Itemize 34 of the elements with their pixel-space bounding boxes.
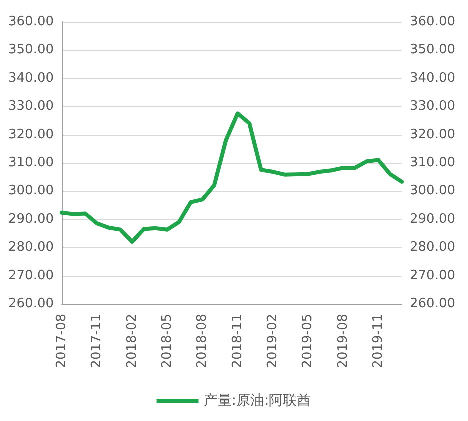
x-tick-label: 2018-11 (230, 314, 246, 368)
y2-tick-label: 350.00 (410, 42, 456, 58)
x-tick-label: 2019-05 (300, 314, 316, 368)
line-series (60, 112, 404, 244)
x-tick-label: 2017-08 (54, 314, 70, 368)
y-tick-label: 300.00 (8, 184, 54, 199)
y2-tick-label: 290.00 (410, 212, 456, 227)
y2-tick-label: 320.00 (410, 127, 456, 142)
y2-tick-label: 330.00 (410, 99, 456, 114)
x-tick-label: 2019-08 (336, 314, 351, 368)
x-tick-label: 2019-11 (371, 314, 386, 368)
legend-label: 产量:原油:阿联酋 (204, 393, 312, 409)
y-tick-label: 260.00 (8, 296, 54, 312)
y2-tick-label: 270.00 (410, 268, 456, 284)
y2-tick-label: 340.00 (410, 70, 456, 86)
y-tick-label: 360.00 (8, 14, 54, 30)
y-tick-label: 270.00 (8, 268, 54, 284)
x-tick-label: 2017-11 (90, 314, 105, 368)
y2-tick-label: 260.00 (410, 296, 456, 312)
y-tick-label: 340.00 (8, 70, 54, 86)
x-tick-label: 2018-05 (160, 314, 176, 368)
y2-tick-label: 310.00 (410, 156, 456, 170)
y-tick-label: 290.00 (8, 212, 54, 227)
x-tick-label: 2018-08 (195, 314, 210, 368)
y-tick-label: 350.00 (8, 42, 54, 58)
y2-tick-label: 280.00 (410, 240, 456, 256)
y2-tick-label: 360.00 (410, 14, 456, 30)
x-tick-label: 2019-02 (266, 314, 281, 368)
y2-tick-label: 300.00 (410, 184, 456, 199)
y-tick-label: 320.00 (8, 127, 54, 142)
x-tick-label: 2018-02 (124, 314, 140, 368)
y-tick-label: 310.00 (8, 156, 54, 170)
y-tick-label: 330.00 (8, 99, 54, 114)
y-tick-label: 280.00 (8, 240, 54, 256)
